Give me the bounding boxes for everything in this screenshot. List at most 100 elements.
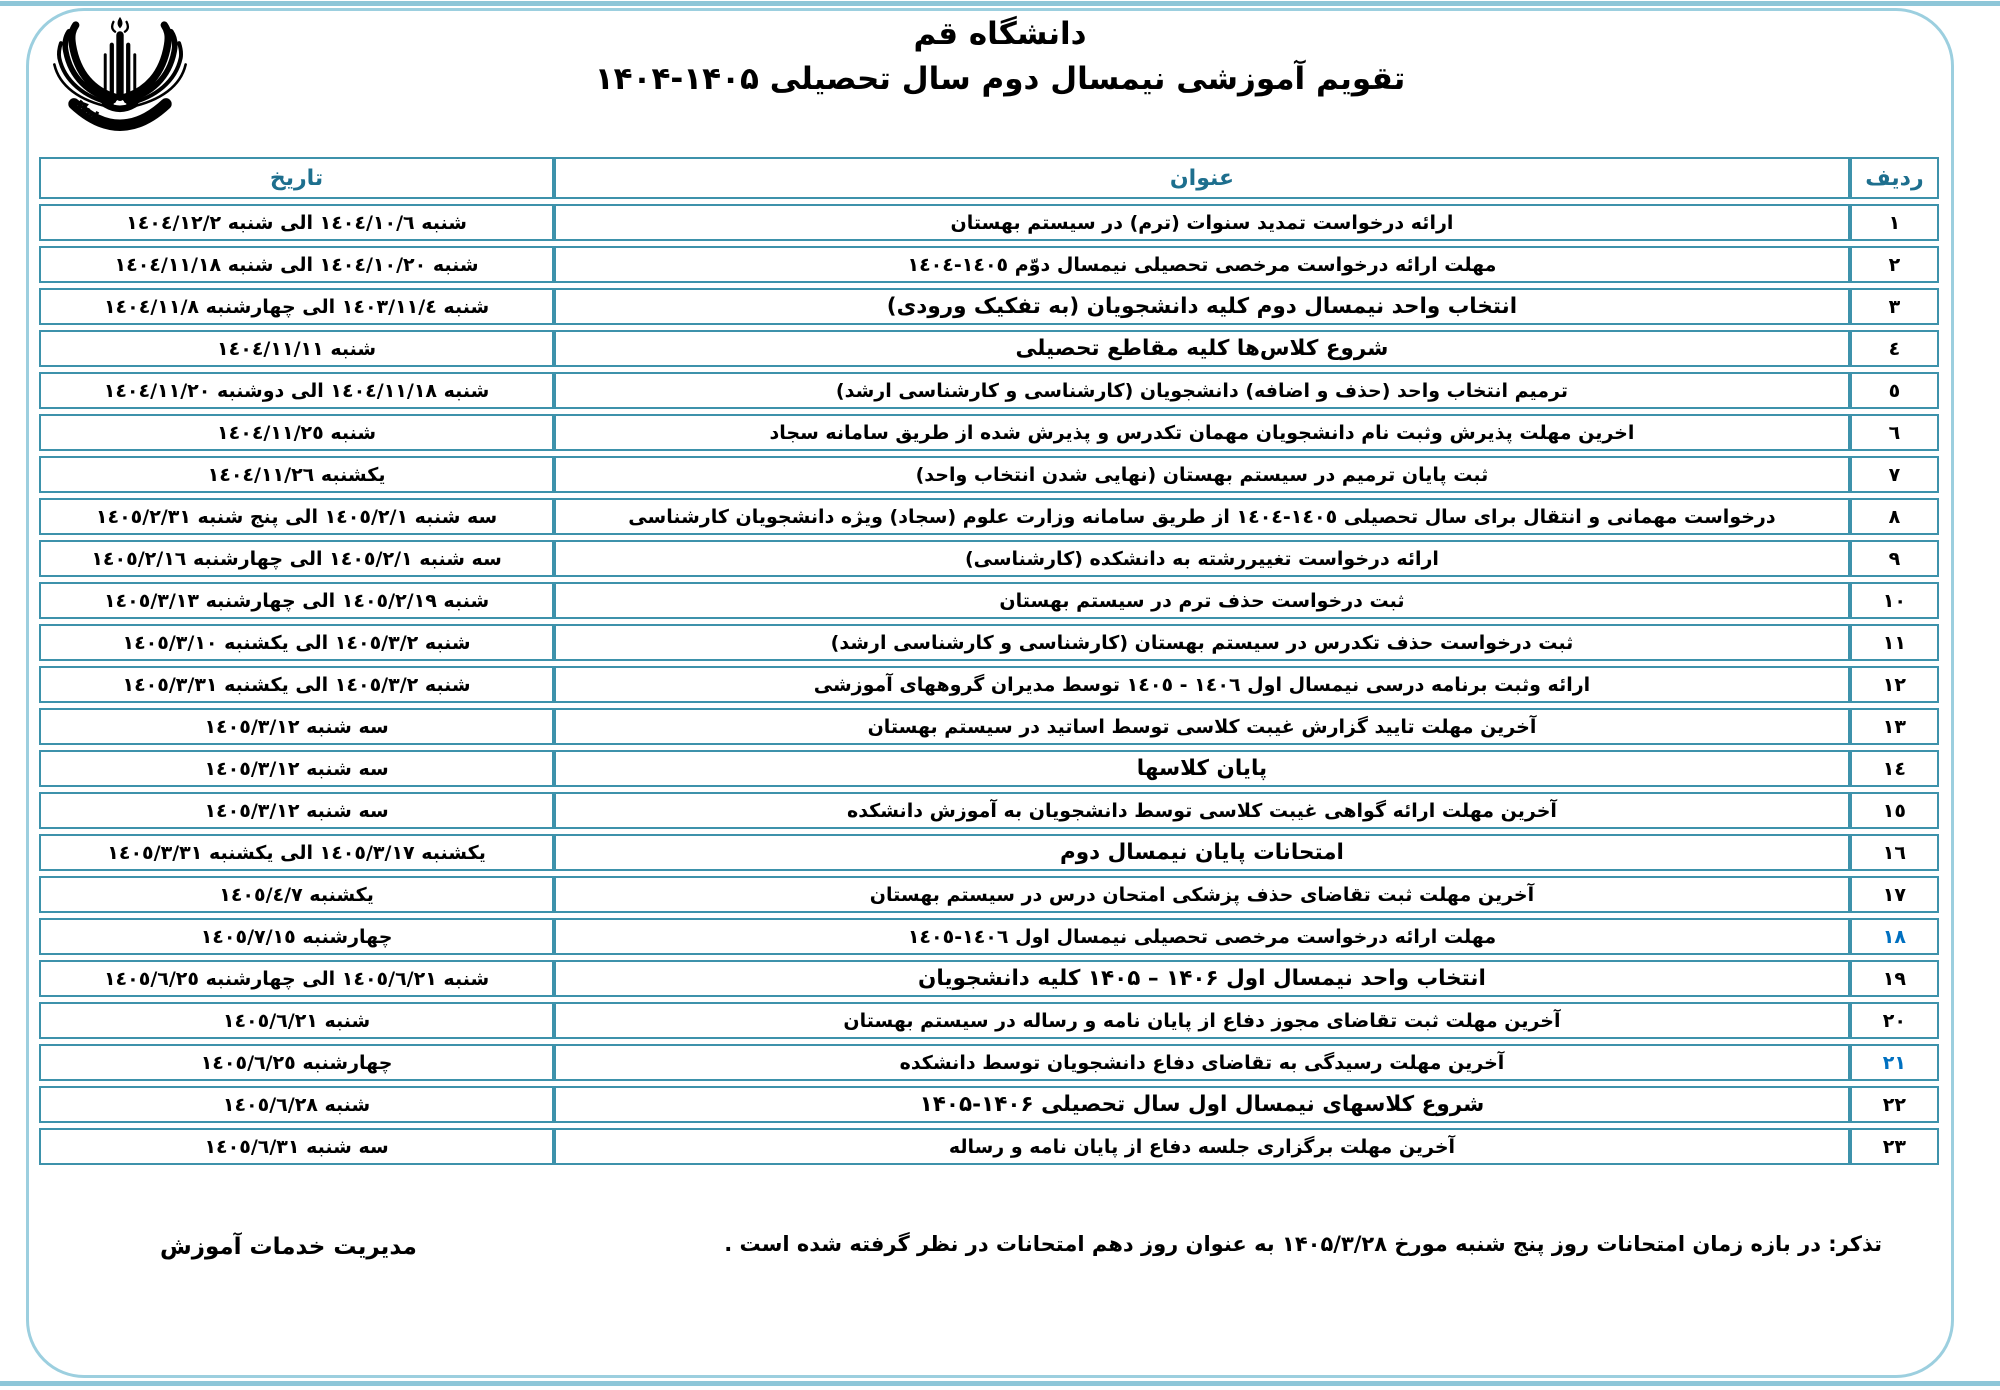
row-number-cell: ٥	[1849, 372, 1939, 409]
event-title-cell: ثبت درخواست حذف ترم در سیستم بهستان	[554, 582, 1850, 619]
event-title-cell: ترمیم انتخاب واحد (حذف و اضافه) دانشجویا…	[554, 372, 1850, 409]
row-number-cell: ٩	[1849, 540, 1939, 577]
event-title-cell: ارائه وثبت برنامه درسی نیمسال اول ١٤٠٦ -…	[554, 666, 1850, 703]
column-header-date: تاریخ	[39, 157, 555, 199]
table-row: ١٥ آخرین مهلت ارائه گواهی غیبت کلاسی توسط…	[39, 792, 1939, 829]
row-number-cell: ١٤	[1849, 750, 1939, 787]
event-date-cell: سه شنبه ١٤٠٥/٢/١ الی پنج شنبه ١٤٠٥/٢/٣١	[39, 498, 555, 535]
table-row: ٨ درخواست مهمانی و انتقال برای سال تحصیلی…	[39, 498, 1939, 535]
row-number-cell: ١١	[1849, 624, 1939, 661]
event-title-cell: ارائه درخواست تغییررشته به دانشکده (کارش…	[554, 540, 1850, 577]
event-date-cell: سه شنبه ١٤٠٥/٢/١ الی چهارشنبه ١٤٠٥/٢/١٦	[39, 540, 555, 577]
event-date-cell: شنبه ١٤٠٤/١١/٢٥	[39, 414, 555, 451]
calendar-rows: ١ ارائه درخواست تمدید سنوات (ترم) در سیست…	[39, 204, 1939, 1165]
table-row: ٤ شروع کلاس‌ها کلیه مقاطع تحصیلی شنبه ١٤٠٤…	[39, 330, 1939, 367]
table-row: ١٤ پایان کلاسها سه شنبه ١٤٠٥/٣/١٢	[39, 750, 1939, 787]
event-title-cell: شروع کلاسهای نیمسال اول سال تحصیلی ۱۴۰۶-…	[554, 1086, 1850, 1123]
table-row: ٧ ثبت پایان ترمیم در سیستم بهستان (نهایی …	[39, 456, 1939, 493]
event-date-cell: سه شنبه ١٤٠٥/٣/١٢	[39, 750, 555, 787]
table-row: ٩ ارائه درخواست تغییررشته به دانشکده (کار…	[39, 540, 1939, 577]
event-title-cell: درخواست مهمانی و انتقال برای سال تحصیلی …	[554, 498, 1850, 535]
event-date-cell: یکشنبه ١٤٠٥/٣/١٧ الی یکشنبه ١٤٠٥/٣/٣١	[39, 834, 555, 871]
event-title-cell: انتخاب واحد نیمسال اول ۱۴۰۶ – ۱۴۰۵ کلیه …	[554, 960, 1850, 997]
calendar-table-container: ردیف عنوان تاریخ ١ ارائه درخواست تمدید سن…	[39, 152, 1939, 1170]
event-date-cell: شنبه ١٤٠٤/١١/١١	[39, 330, 555, 367]
event-date-cell: یکشنبه ١٤٠٤/١١/٢٦	[39, 456, 555, 493]
footer: تذکر: در بازه زمان امتحانات روز پنج شنبه…	[160, 1232, 1882, 1260]
row-number-cell: ١	[1849, 204, 1939, 241]
event-date-cell: سه شنبه ١٤٠٥/٣/١٢	[39, 708, 555, 745]
row-number-cell: ٧	[1849, 456, 1939, 493]
column-header-row-number: ردیف	[1849, 157, 1939, 199]
event-date-cell: چهارشنبه ١٤٠٥/٦/٢٥	[39, 1044, 555, 1081]
event-title-cell: آخرین مهلت برگزاری جلسه دفاع از پایان نا…	[554, 1128, 1850, 1165]
table-row: ٢٠ آخرین مهلت ثبت تقاضای مجوز دفاع از پای…	[39, 1002, 1939, 1039]
event-title-cell: آخرین مهلت ثبت تقاضای مجوز دفاع از پایان…	[554, 1002, 1850, 1039]
column-header-title: عنوان	[554, 157, 1850, 199]
row-number-cell: ٢٠	[1849, 1002, 1939, 1039]
event-date-cell: شنبه ١٤٠٤/١٠/٦ الی شنبه ١٤٠٤/١٢/٢	[39, 204, 555, 241]
row-number-cell: ٨	[1849, 498, 1939, 535]
table-row: ١٨ مهلت ارائه درخواست مرخصی تحصیلی نیمسال…	[39, 918, 1939, 955]
row-number-cell: ٦	[1849, 414, 1939, 451]
row-number-cell: ١٦	[1849, 834, 1939, 871]
event-title-cell: مهلت ارائه درخواست مرخصی تحصیلی نیمسال د…	[554, 246, 1850, 283]
event-date-cell: چهارشنبه ١٤٠٥/٧/١٥	[39, 918, 555, 955]
row-number-cell: ١٩	[1849, 960, 1939, 997]
event-date-cell: سه شنبه ١٤٠٥/٣/١٢	[39, 792, 555, 829]
calendar-table: ردیف عنوان تاریخ ١ ارائه درخواست تمدید سن…	[39, 152, 1939, 1170]
table-row: ١٧ آخرین مهلت ثبت تقاضای حذف پزشکی امتحان…	[39, 876, 1939, 913]
table-row: ١٠ ثبت درخواست حذف ترم در سیستم بهستان شنب…	[39, 582, 1939, 619]
event-date-cell: یکشنبه ١٤٠٥/٤/٧	[39, 876, 555, 913]
table-row: ٢٣ آخرین مهلت برگزاری جلسه دفاع از پایان …	[39, 1128, 1939, 1165]
row-number-cell: ١٧	[1849, 876, 1939, 913]
row-number-cell: ١٨	[1849, 918, 1939, 955]
row-number-cell: ٤	[1849, 330, 1939, 367]
event-title-cell: ثبت پایان ترمیم در سیستم بهستان (نهایی ش…	[554, 456, 1850, 493]
table-row: ١٣ آخرین مهلت تایید گزارش غیبت کلاسی توسط…	[39, 708, 1939, 745]
exam-period-note: تذکر: در بازه زمان امتحانات روز پنج شنبه…	[724, 1232, 1882, 1256]
row-number-cell: ١٢	[1849, 666, 1939, 703]
page-header: دانشگاه قم تقویم آموزشی نیمسال دوم سال ت…	[0, 14, 2000, 102]
event-date-cell: شنبه ١٤٠٥/٣/٢ الی یکشنبه ١٤٠٥/٣/٣١	[39, 666, 555, 703]
table-row: ٢٢ شروع کلاسهای نیمسال اول سال تحصیلی ۱۴۰…	[39, 1086, 1939, 1123]
top-accent-line	[0, 1, 2000, 6]
event-title-cell: آخرین مهلت ثبت تقاضای حذف پزشکی امتحان د…	[554, 876, 1850, 913]
event-title-cell: مهلت ارائه درخواست مرخصی تحصیلی نیمسال ا…	[554, 918, 1850, 955]
row-number-cell: ٢٣	[1849, 1128, 1939, 1165]
row-number-cell: ٢١	[1849, 1044, 1939, 1081]
event-date-cell: شنبه ١٤٠٥/٣/٢ الی یکشنبه ١٤٠٥/٣/١٠	[39, 624, 555, 661]
university-logo: دانشگاه قم	[34, 12, 187, 131]
table-row: ٢ مهلت ارائه درخواست مرخصی تحصیلی نیمسال …	[39, 246, 1939, 283]
event-title-cell: اخرین مهلت پذیرش وثبت نام دانشجویان مهما…	[554, 414, 1850, 451]
event-title-cell: آخرین مهلت ارائه گواهی غیبت کلاسی توسط د…	[554, 792, 1850, 829]
row-number-cell: ٢٢	[1849, 1086, 1939, 1123]
event-date-cell: شنبه ١٤٠٥/٦/٢١	[39, 1002, 555, 1039]
row-number-cell: ١٣	[1849, 708, 1939, 745]
table-row: ٥ ترمیم انتخاب واحد (حذف و اضافه) دانشجوی…	[39, 372, 1939, 409]
event-date-cell: شنبه ١٤٠٥/٦/٢١ الی چهارشنبه ١٤٠٥/٦/٢٥	[39, 960, 555, 997]
page-title: دانشگاه قم	[913, 16, 1087, 52]
row-number-cell: ١٠	[1849, 582, 1939, 619]
event-title-cell: شروع کلاس‌ها کلیه مقاطع تحصیلی	[554, 330, 1850, 367]
event-date-cell: شنبه ١٤٠٣/١١/٤ الی چهارشنبه ١٤٠٤/١١/٨	[39, 288, 555, 325]
event-title-cell: امتحانات پایان نیمسال دوم	[554, 834, 1850, 871]
signature-education-services: مدیریت خدمات آموزش	[160, 1234, 417, 1260]
row-number-cell: ٣	[1849, 288, 1939, 325]
table-row: ٣ انتخاب واحد نیمسال دوم کلیه دانشجویان (…	[39, 288, 1939, 325]
table-row: ١٩ انتخاب واحد نیمسال اول ۱۴۰۶ – ۱۴۰۵ کلی…	[39, 960, 1939, 997]
event-title-cell: آخرین مهلت رسیدگی به تقاضای دفاع دانشجوی…	[554, 1044, 1850, 1081]
row-number-cell: ٢	[1849, 246, 1939, 283]
event-date-cell: سه شنبه ١٤٠٥/٦/٣١	[39, 1128, 555, 1165]
bottom-accent-line	[0, 1381, 2000, 1386]
event-date-cell: شنبه ١٤٠٥/٢/١٩ الی چهارشنبه ١٤٠٥/٣/١٣	[39, 582, 555, 619]
event-title-cell: آخرین مهلت تایید گزارش غیبت کلاسی توسط ا…	[554, 708, 1850, 745]
event-title-cell: ارائه درخواست تمدید سنوات (ترم) در سیستم…	[554, 204, 1850, 241]
table-row: ١١ ثبت درخواست حذف تکدرس در سیستم بهستان …	[39, 624, 1939, 661]
table-row: ١٦ امتحانات پایان نیمسال دوم یکشنبه ١٤٠٥/٣…	[39, 834, 1939, 871]
event-date-cell: شنبه ١٤٠٤/١٠/٢٠ الی شنبه ١٤٠٤/١١/١٨	[39, 246, 555, 283]
row-number-cell: ١٥	[1849, 792, 1939, 829]
page-subtitle: تقویم آموزشی نیمسال دوم سال تحصیلی ۱۴۰۵-…	[594, 60, 1406, 97]
table-row: ١ ارائه درخواست تمدید سنوات (ترم) در سیست…	[39, 204, 1939, 241]
